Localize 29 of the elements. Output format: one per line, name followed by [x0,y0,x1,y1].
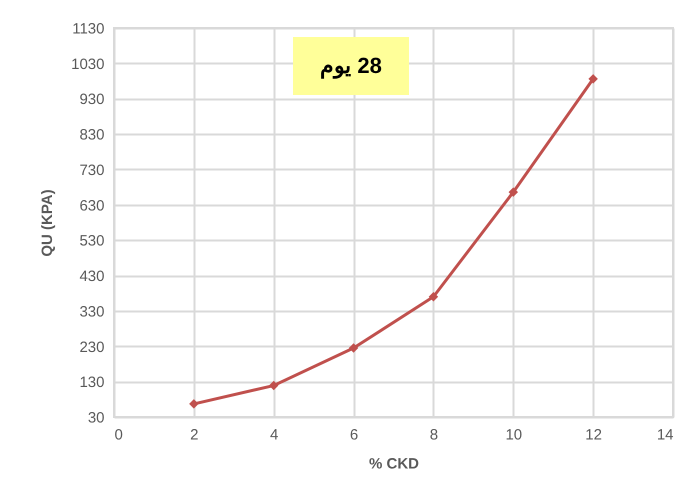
x-tick-label: 12 [585,426,602,444]
y-tick-label: 30 [88,410,104,426]
y-tick-label: 430 [79,268,104,286]
y-tick-label: 930 [79,91,104,108]
point [268,380,278,390]
point [348,343,358,353]
point [588,74,598,84]
x-tick-label: 6 [350,426,358,444]
x-tick-label: 4 [270,426,278,444]
x-tick-label: 0 [114,426,123,444]
y-tick-label: 330 [79,303,104,320]
x-axis-title: % CKD [368,456,420,472]
y-tick-label: 730 [79,162,104,179]
y-tick-label: 1130 [72,20,104,38]
y-tick-label: 530 [79,232,104,250]
y-axis-title: QU (KPA) [39,189,56,257]
y-tick-label: 630 [79,197,104,214]
point [189,399,199,409]
x-tick-label: 8 [430,426,438,444]
annotation: 28 يوم [293,37,409,95]
x-tick-label: 2 [190,426,199,444]
y-tick-label: 230 [79,338,104,356]
point [428,292,438,302]
point [508,187,518,197]
x-tick-label: 10 [505,426,522,444]
y-tick-label: 130 [79,374,104,392]
y-tick-label: 1030 [71,56,104,73]
x-tick-label: 14 [656,426,674,444]
y-tick-label: 830 [79,126,104,144]
